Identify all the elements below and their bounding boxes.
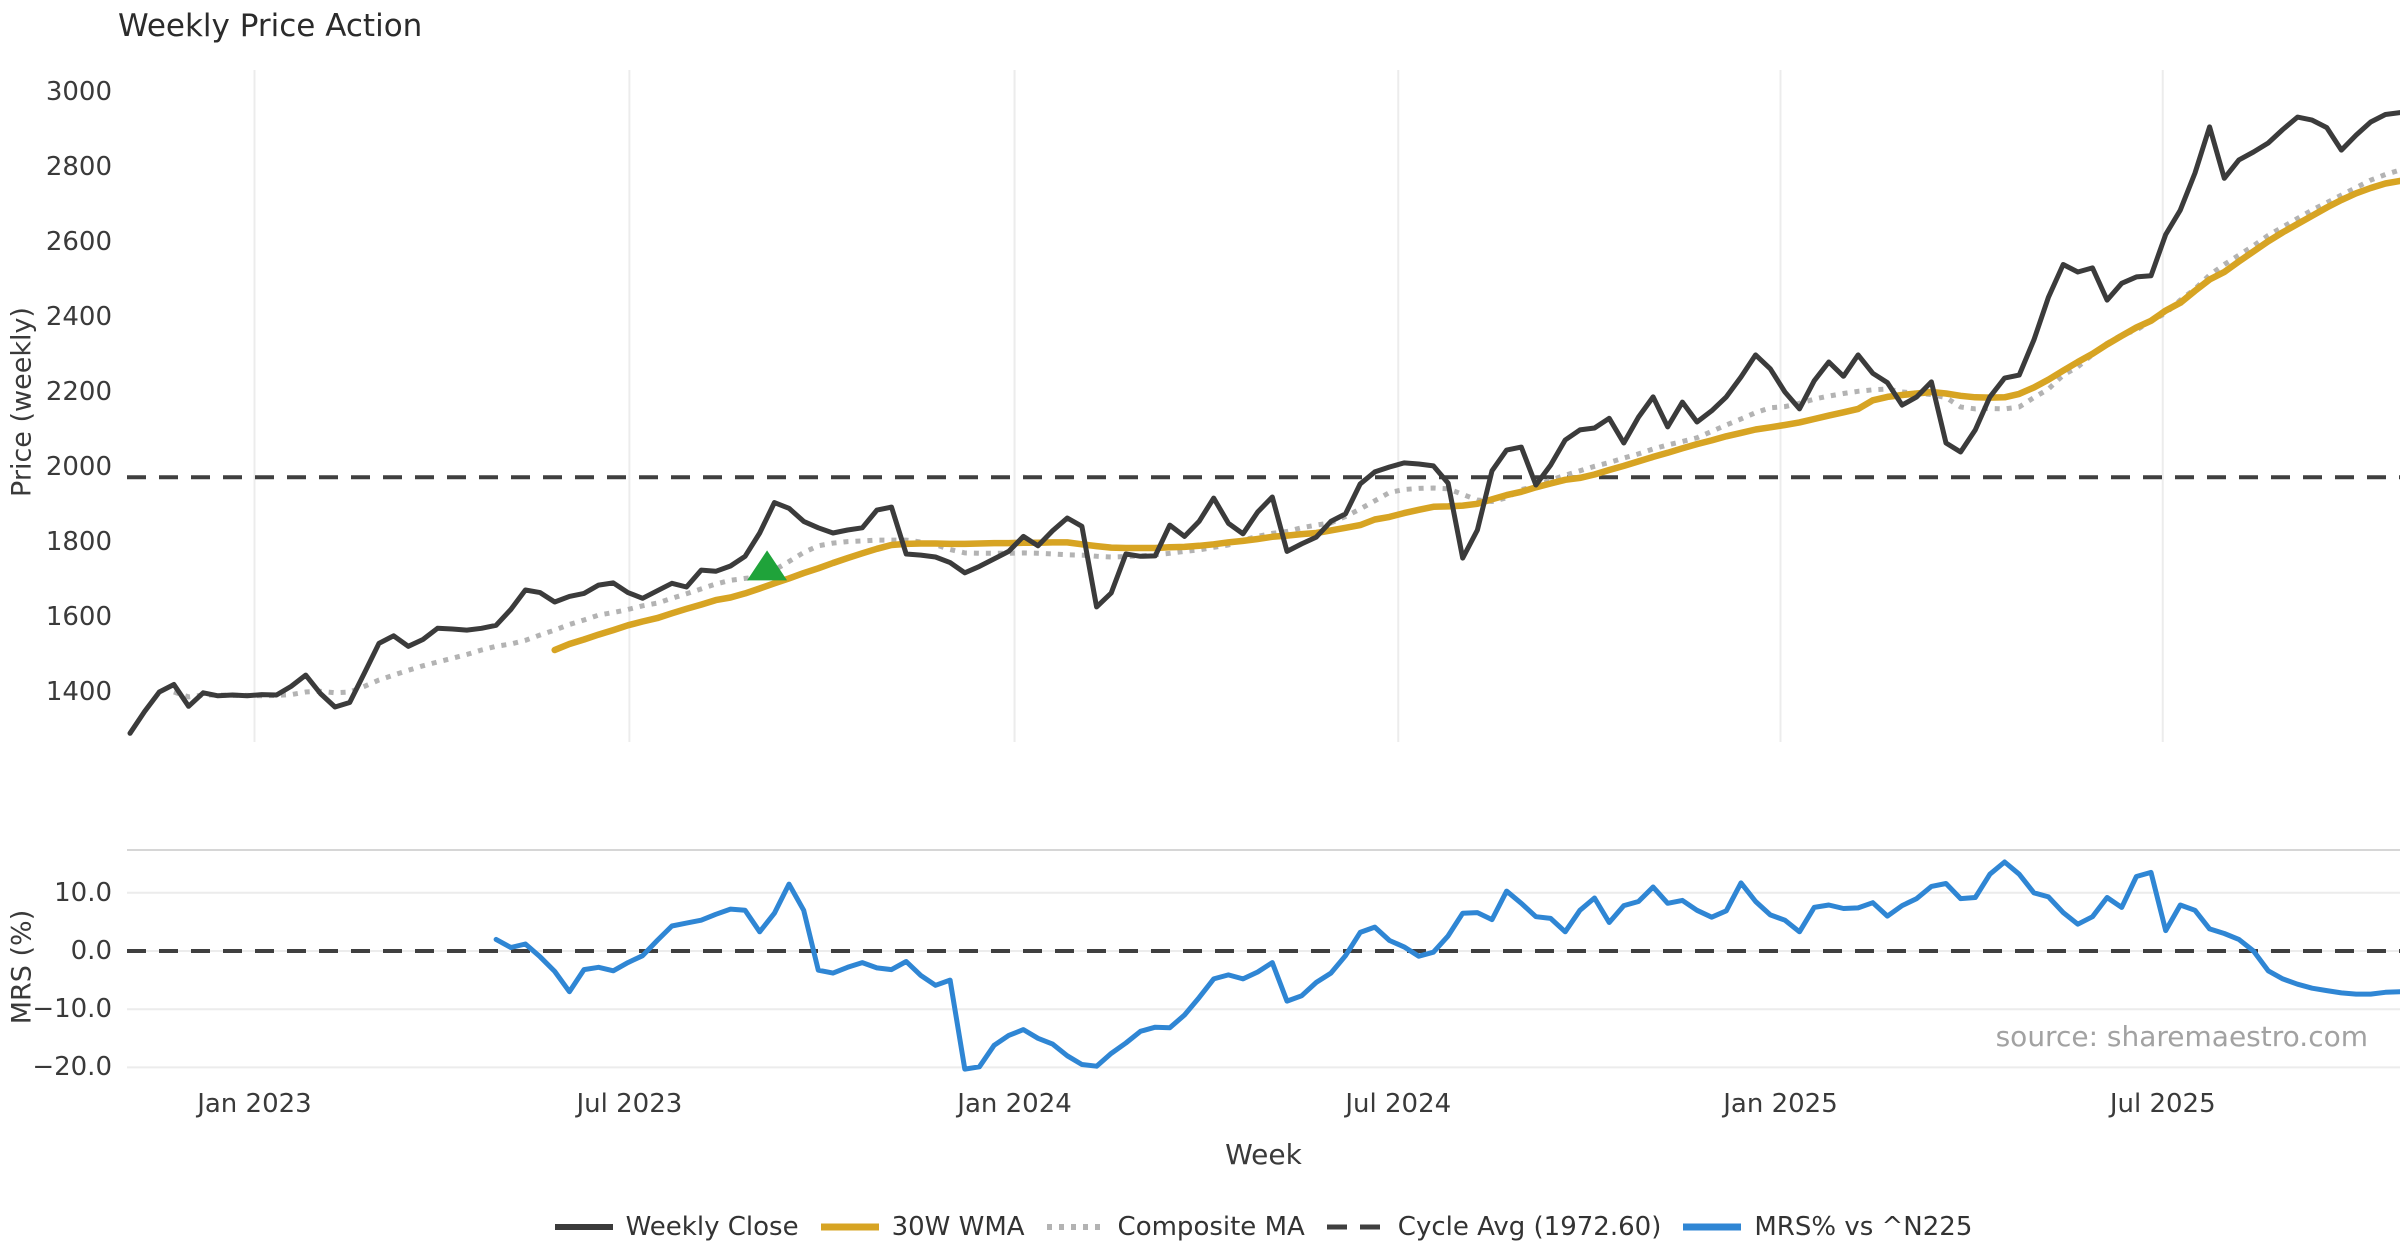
price-tick-label: 1800 [45, 527, 112, 557]
solid-gold-line-icon [820, 1223, 879, 1231]
wma-30w-line [551, 177, 2400, 654]
legend-item-mrs: MRS% vs ^N225 [1683, 1212, 1972, 1242]
chart-legend: Weekly Close 30W WMA Composite MA Cycle … [127, 1212, 2400, 1242]
price-tick-label: 3000 [45, 77, 112, 107]
source-watermark: source: sharemaestro.com [1995, 1020, 2368, 1053]
week-tick-label: Jan 2023 [197, 1089, 312, 1119]
week-tick-label: Jul 2025 [2109, 1089, 2216, 1119]
price-tick-label: 2600 [45, 227, 112, 257]
legend-label: Weekly Close [625, 1212, 799, 1242]
weekly-close-line [127, 110, 2400, 736]
legend-label: Composite MA [1117, 1212, 1305, 1242]
legend-item-30w-wma: 30W WMA [820, 1212, 1025, 1242]
price-tick-label: 2000 [45, 452, 112, 482]
solid-dark-line-icon [554, 1224, 613, 1230]
week-tick-label: Jan 2025 [1723, 1089, 1838, 1119]
legend-label: Cycle Avg (1972.60) [1397, 1212, 1662, 1242]
mrs-line [493, 859, 2400, 1072]
solid-blue-line-icon [1683, 1223, 1742, 1231]
legend-item-cycle-avg: Cycle Avg (1972.60) [1326, 1212, 1662, 1242]
page-title: Weekly Price Action [118, 8, 423, 44]
legend-item-composite-ma: Composite MA [1046, 1212, 1305, 1242]
week-tick-label: Jul 2023 [576, 1089, 683, 1119]
week-axis-label: Week [1225, 1138, 1302, 1171]
legend-label: 30W WMA [891, 1212, 1025, 1242]
week-tick-label: Jan 2024 [957, 1089, 1072, 1119]
price-tick-label: 2200 [45, 377, 112, 407]
dashed-dark-line-icon [1326, 1224, 1385, 1230]
buy-signal-triangle-icon [747, 550, 788, 581]
price-tick-label: 1600 [45, 602, 112, 632]
mrs-tick-label: 0.0 [70, 936, 112, 966]
mrs-tick-label: 10.0 [54, 877, 112, 908]
legend-label: MRS% vs ^N225 [1754, 1212, 1973, 1242]
dotted-gray-line-icon [1046, 1224, 1105, 1230]
price-tick-label: 1400 [45, 677, 112, 707]
mrs-tick-label: −20.0 [32, 1052, 112, 1083]
price-tick-label: 2400 [45, 302, 112, 332]
price-tick-label: 2800 [45, 152, 112, 182]
mrs-tick-label: −10.0 [32, 994, 112, 1025]
composite-ma-line [173, 167, 2400, 700]
week-tick-label: Jul 2024 [1345, 1089, 1452, 1119]
legend-item-weekly-close: Weekly Close [554, 1212, 799, 1242]
